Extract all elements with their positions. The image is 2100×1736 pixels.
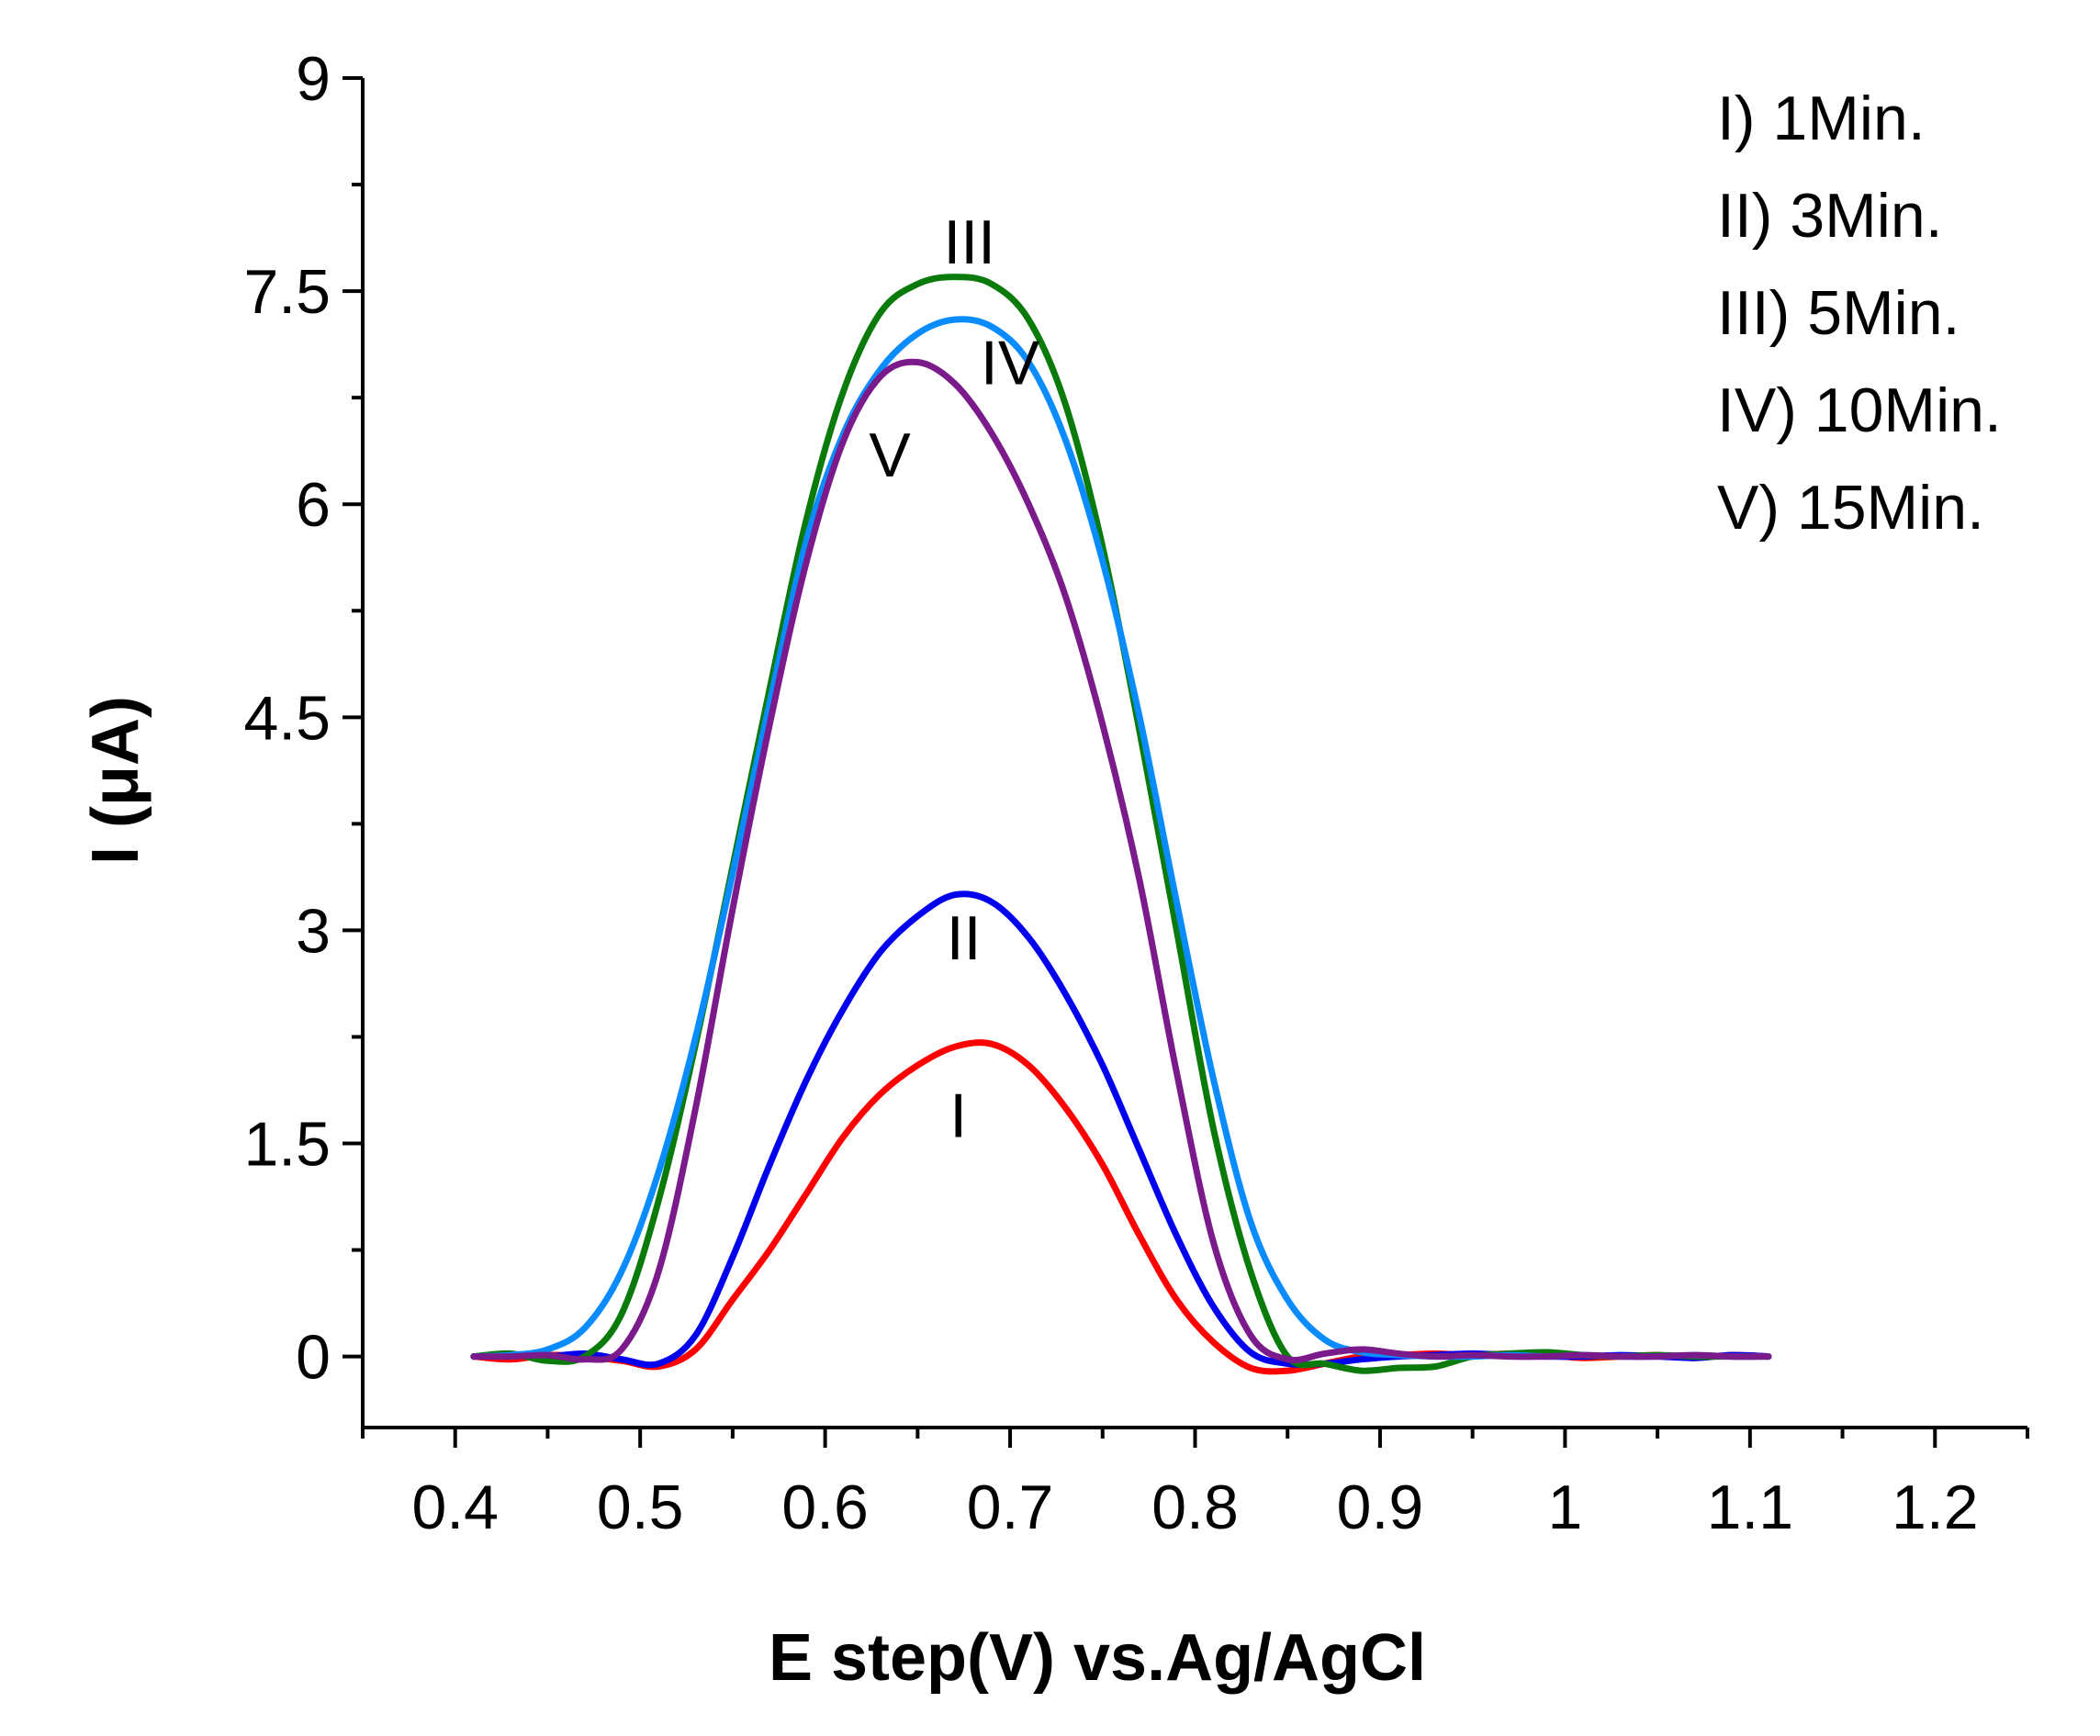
- x-tick-label: 0.7: [967, 1473, 1054, 1542]
- axes: 0.4 0.5 0.6 0.7 0.8 0.9 1 1.1 1.2 0 1.5 3 4.5 6 7.5 9: [243, 44, 2029, 1542]
- y-tick-label: 1.5: [243, 1110, 331, 1180]
- curve-label-iv: IV: [981, 328, 1040, 398]
- legend-entry: V) 15Min.: [1717, 473, 1984, 543]
- y-tick-label: 6: [296, 470, 331, 540]
- x-tick-label: 1: [1547, 1473, 1582, 1542]
- y-tick-label: 9: [296, 44, 331, 114]
- curve-label-ii: II: [947, 903, 982, 973]
- legend-entry: III) 5Min.: [1717, 278, 1960, 348]
- x-tick-label: 0.5: [597, 1473, 684, 1542]
- x-tick-label: 1.1: [1707, 1473, 1794, 1542]
- y-tick-label: 4.5: [243, 683, 331, 753]
- legend-entry: I) 1Min.: [1717, 84, 1926, 153]
- legend-entry: IV) 10Min.: [1717, 375, 2002, 445]
- x-tick-label: 0.4: [411, 1473, 499, 1542]
- series-line-v: [470, 358, 1772, 1363]
- x-axis-title: E step(V) vs.Ag/AgCl: [769, 1621, 1426, 1695]
- series-group: [470, 274, 1772, 1375]
- series-line-ii: [470, 890, 1772, 1369]
- x-tick-label: 0.9: [1337, 1473, 1424, 1542]
- curve-label-i: I: [949, 1081, 967, 1151]
- y-axis-title: I (μA): [79, 696, 152, 865]
- x-tick-label: 0.6: [781, 1473, 869, 1542]
- legend: I) 1Min. II) 3Min. III) 5Min. IV) 10Min. V) …: [1717, 84, 2002, 543]
- series-line-i: [470, 1039, 1772, 1375]
- y-tick-label: 3: [296, 896, 331, 966]
- x-tick-label: 1.2: [1892, 1473, 1979, 1542]
- y-tick-label: 7.5: [243, 257, 331, 327]
- legend-entry: II) 3Min.: [1717, 181, 1943, 251]
- x-tick-label: 0.8: [1151, 1473, 1239, 1542]
- curve-label-iii: III: [943, 207, 995, 277]
- curve-label-v: V: [869, 420, 911, 490]
- y-tick-label: 0: [296, 1323, 331, 1393]
